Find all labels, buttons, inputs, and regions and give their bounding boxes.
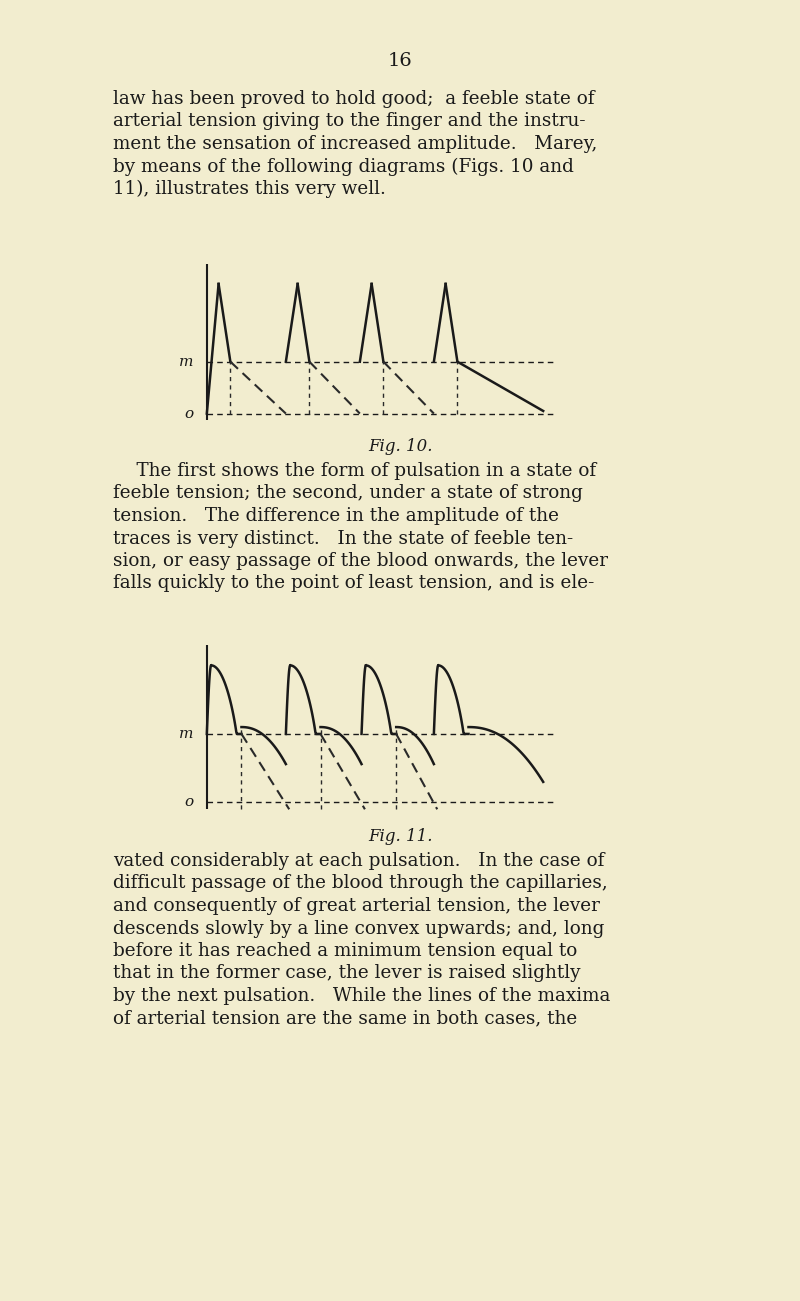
Text: vated considerably at each pulsation.   In the case of: vated considerably at each pulsation. In…: [113, 852, 604, 870]
Text: 16: 16: [388, 52, 412, 70]
Text: Fig. 11.: Fig. 11.: [368, 827, 432, 846]
Text: 11), illustrates this very well.: 11), illustrates this very well.: [113, 180, 386, 198]
Text: before it has reached a minimum tension equal to: before it has reached a minimum tension …: [113, 942, 578, 960]
Text: Fig. 10.: Fig. 10.: [368, 438, 432, 455]
Text: m: m: [179, 355, 194, 368]
Text: by the next pulsation.   While the lines of the maxima: by the next pulsation. While the lines o…: [113, 987, 610, 1004]
Text: tension.   The difference in the amplitude of the: tension. The difference in the amplitude…: [113, 507, 559, 526]
Text: o: o: [184, 406, 194, 420]
Text: feeble tension; the second, under a state of strong: feeble tension; the second, under a stat…: [113, 484, 583, 502]
Text: by means of the following diagrams (Figs. 10 and: by means of the following diagrams (Figs…: [113, 157, 574, 176]
Text: falls quickly to the point of least tension, and is ele-: falls quickly to the point of least tens…: [113, 575, 594, 592]
Text: traces is very distinct.   In the state of feeble ten-: traces is very distinct. In the state of…: [113, 530, 573, 548]
Text: that in the former case, the lever is raised slightly: that in the former case, the lever is ra…: [113, 964, 581, 982]
Text: law has been proved to hold good;  a feeble state of: law has been proved to hold good; a feeb…: [113, 90, 594, 108]
Text: difficult passage of the blood through the capillaries,: difficult passage of the blood through t…: [113, 874, 608, 892]
Text: descends slowly by a line convex upwards; and, long: descends slowly by a line convex upwards…: [113, 920, 604, 938]
Text: and consequently of great arterial tension, the lever: and consequently of great arterial tensi…: [113, 896, 600, 915]
Text: ment the sensation of increased amplitude.   Marey,: ment the sensation of increased amplitud…: [113, 135, 598, 154]
Text: of arterial tension are the same in both cases, the: of arterial tension are the same in both…: [113, 1010, 578, 1028]
Text: o: o: [184, 795, 194, 809]
Text: The first shows the form of pulsation in a state of: The first shows the form of pulsation in…: [113, 462, 596, 480]
Text: sion, or easy passage of the blood onwards, the lever: sion, or easy passage of the blood onwar…: [113, 552, 608, 570]
Text: arterial tension giving to the finger and the instru-: arterial tension giving to the finger an…: [113, 112, 586, 130]
Text: m: m: [179, 727, 194, 742]
